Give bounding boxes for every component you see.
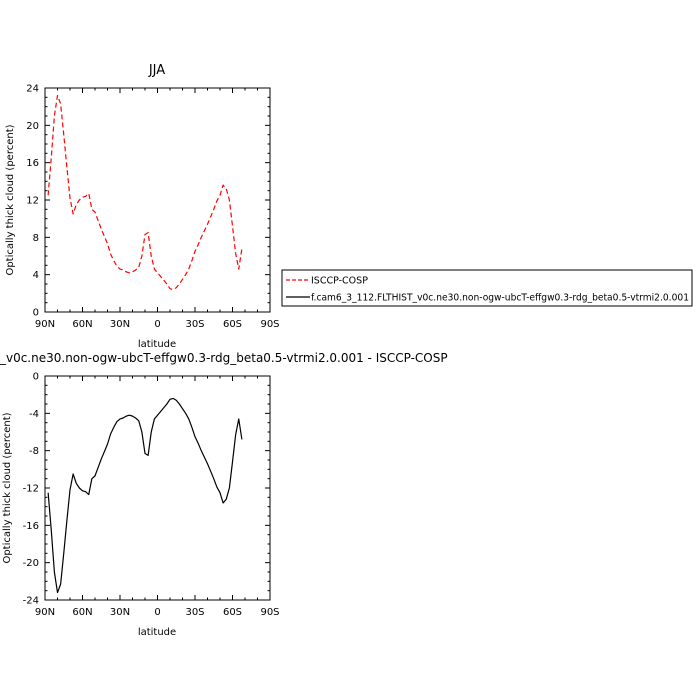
bottom-x-tick-label: 30N — [110, 607, 130, 618]
top-chart-title: JJA — [148, 63, 165, 78]
legend-box — [281, 269, 693, 307]
top-y-tick-label: 8 — [33, 233, 39, 244]
top-x-tick-label: 30N — [110, 319, 130, 330]
top-x-tick-label: 0 — [154, 319, 160, 330]
chart-legend: ISCCP-COSP f.cam6_3_112.FLTHIST_v0c.ne30… — [281, 269, 693, 307]
top-chart-plot-frame — [44, 87, 271, 313]
top-chart-panel: JJA 90N 60N 30N 0 30S 60S 90S 0 4 8 12 16 20 24 latit… — [5, 63, 280, 350]
top-chart-series — [47, 94, 243, 291]
top-y-tick-label: 20 — [26, 121, 39, 132]
top-x-tick-label: 30S — [185, 319, 204, 330]
top-x-tick-label: 90S — [260, 319, 279, 330]
top-y-tick-label: 12 — [26, 196, 39, 207]
bottom-y-tick-label: -24 — [23, 596, 39, 607]
bottom-y-tick-label: -16 — [23, 521, 39, 532]
bottom-chart-panel: f.cam6_3_112.FLTHIST_v0c.ne30.non-ogw-ub… — [0, 351, 448, 638]
bottom-x-tick-label: 0 — [154, 607, 160, 618]
legend-label-isccp-cosp: ISCCP-COSP — [311, 276, 368, 287]
top-chart-x-axis-label: latitude — [138, 339, 176, 350]
bottom-chart-series — [47, 397, 243, 594]
bottom-y-tick-label: 0 — [33, 372, 39, 383]
top-y-tick-label: 24 — [26, 84, 39, 95]
bottom-x-tick-label: 60S — [223, 607, 242, 618]
bottom-y-tick-label: -4 — [29, 409, 39, 420]
bottom-x-tick-label: 30S — [185, 607, 204, 618]
top-series-line — [47, 94, 243, 291]
top-x-tick-label: 60N — [72, 319, 92, 330]
bottom-chart-title: f.cam6_3_112.FLTHIST_v0c.ne30.non-ogw-ub… — [0, 351, 448, 365]
bottom-x-tick-label: 90N — [35, 607, 55, 618]
top-y-tick-label: 16 — [26, 158, 39, 169]
top-chart-y-axis-label: Optically thick cloud (percent) — [5, 124, 16, 275]
bottom-y-tick-label: -8 — [29, 446, 39, 457]
top-chart-tick-labels: 90N 60N 30N 0 30S 60S 90S 0 4 8 12 16 20 24 — [26, 84, 279, 331]
bottom-chart-plot-frame — [44, 375, 271, 601]
top-x-tick-label: 90N — [35, 319, 55, 330]
legend-label-model: f.cam6_3_112.FLTHIST_v0c.ne30.non-ogw-ub… — [311, 293, 689, 304]
bottom-y-tick-label: -12 — [23, 484, 39, 495]
bottom-chart-x-axis-label: latitude — [138, 627, 176, 638]
bottom-chart-y-axis-label: Optically thick cloud (percent) — [2, 412, 13, 563]
bottom-x-tick-label: 60N — [72, 607, 92, 618]
bottom-x-tick-label: 90S — [260, 607, 279, 618]
top-x-tick-label: 60S — [223, 319, 242, 330]
bottom-series-line — [47, 397, 243, 594]
bottom-y-tick-label: -20 — [23, 558, 39, 569]
bottom-chart-tick-labels: 90N 60N 30N 0 30S 60S 90S 0 -4 -8 -12 -16 -20 -24 — [23, 372, 280, 619]
top-y-tick-label: 4 — [33, 270, 39, 281]
top-y-tick-label: 0 — [33, 308, 39, 319]
